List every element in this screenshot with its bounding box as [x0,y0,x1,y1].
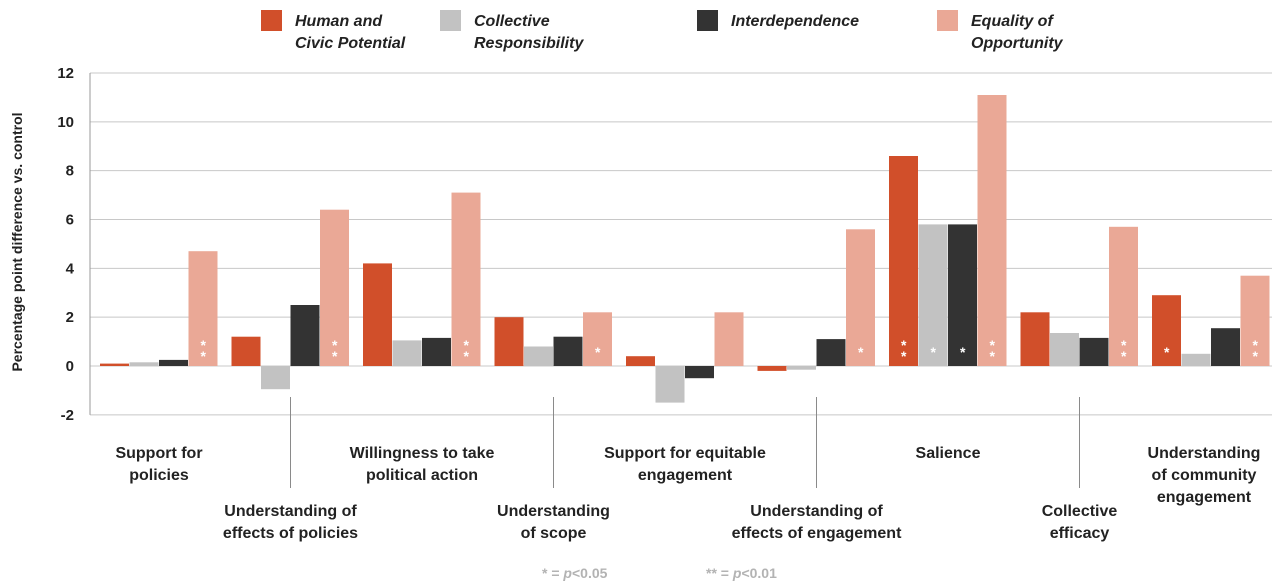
significance-stars: ** ** ******* * * ****** [201,337,1259,364]
legend-swatch [261,10,282,31]
legend-label: Human and Civic Potential [295,13,406,52]
bar [889,156,918,366]
y-tick-label: 12 [57,65,74,82]
y-tick-label: 4 [66,260,75,277]
category-label: Understanding of scope [497,503,610,542]
significance-star: * [990,337,996,353]
legend-swatch [697,10,718,31]
significance-star: * [464,337,470,353]
bar [626,356,655,366]
category-label: Support for equitable engagement [604,445,766,484]
bar [129,362,159,366]
bar [948,224,977,366]
significance-legend-item: * = p<0.05 [542,565,608,581]
y-axis-label: Percentage point difference vs. control [9,112,25,371]
bar [714,312,744,366]
bar [685,366,714,379]
bar [290,305,320,366]
significance-star: * [1253,348,1259,364]
bar [977,95,1007,366]
category-label: Collective efficacy [1042,503,1118,542]
significance-star: * [595,344,601,360]
y-tick-label: 2 [66,309,74,326]
significance-star: * [1253,337,1259,353]
significance-star: * [990,348,996,364]
significance-star: * [931,344,937,360]
bar [846,229,875,366]
y-tick-label: 6 [66,212,74,229]
bar [231,336,261,366]
significance-star: * [1164,344,1170,360]
y-tick-label: 10 [57,114,74,131]
bar [100,363,129,366]
bar [524,346,553,366]
significance-star: * [901,348,907,364]
bar [1020,312,1050,366]
bar [816,339,846,366]
category-label: Understanding of effects of engagement [732,503,902,542]
category-label: Understanding of effects of policies [223,503,358,542]
bar [1050,333,1079,366]
significance-star: * [960,344,966,360]
bar [583,312,612,366]
legend-label: Interdependence [731,13,859,30]
y-tick-label: 8 [66,163,74,180]
legend-label: Collective Responsibility [474,13,584,52]
significance-star: * [201,348,207,364]
y-tick-label: -2 [61,407,74,424]
bar [918,224,948,366]
significance-star: * [464,348,470,364]
bar [363,263,392,366]
bar [1181,353,1211,366]
y-tick-label: 0 [66,358,74,375]
bar [787,366,816,370]
category-labels: Support for policies Understanding of effec… [115,397,1260,542]
bar [553,336,583,366]
bar [159,359,188,366]
legend-label: Equality of Opportunity [971,13,1064,52]
significance-star: * [1121,348,1127,364]
bar [494,317,524,366]
significance-star: * [901,337,907,353]
bar [320,209,349,366]
category-label: Salience [916,445,981,462]
legend-swatch [440,10,461,31]
axes: Percentage point difference vs. control … [9,65,91,424]
significance-star: * [332,348,338,364]
bar [1109,226,1138,366]
bar [757,366,787,371]
bar [188,251,218,366]
bar [451,192,481,366]
significance-legend: * = p<0.05 ** = p<0.01 [542,565,777,581]
significance-legend-item: ** = p<0.01 [706,565,777,581]
significance-star: * [1121,337,1127,353]
bar [1079,337,1109,366]
bar [1152,295,1181,366]
bar [1211,328,1240,366]
category-label: Willingness to take political action [350,445,495,484]
bar [1240,275,1270,366]
significance-star: * [332,337,338,353]
bar [422,337,451,366]
bar [392,340,422,366]
bar [655,366,685,403]
bars [100,95,1270,403]
category-label: Support for policies [115,445,202,484]
bar [261,366,290,390]
category-label: Understanding of community engagement [1148,445,1261,506]
significance-star: * [201,337,207,353]
significance-star: * [858,344,864,360]
legend-swatch [937,10,958,31]
legend: Human and Civic Potential Collective Respon… [261,10,1064,52]
